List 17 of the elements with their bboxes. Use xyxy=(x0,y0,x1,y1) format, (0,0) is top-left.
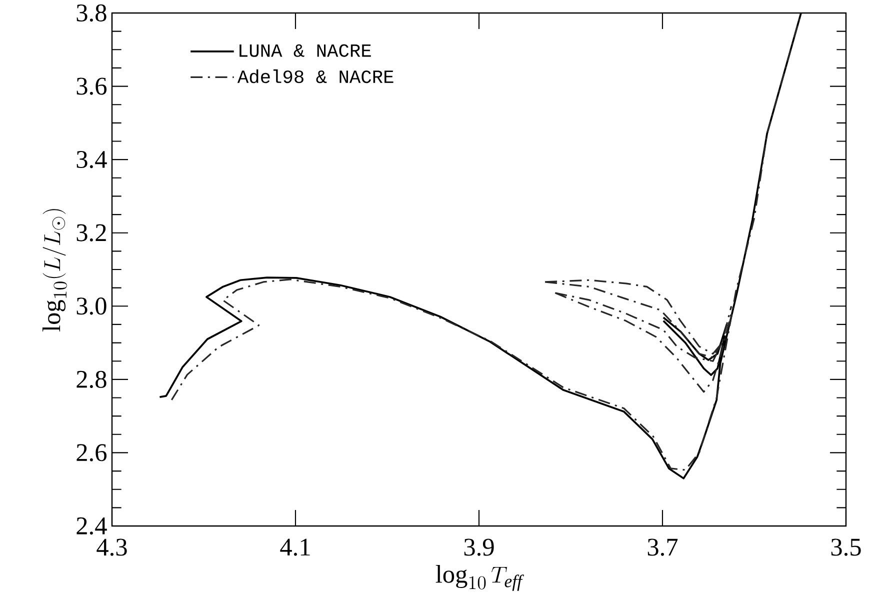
y-tick-label: 2.4 xyxy=(76,517,107,535)
x-axis-title: $\log_{10}T_{\mathit{eff}}$ xyxy=(436,565,524,591)
legend-label: LUNA & NACRE xyxy=(240,44,371,57)
x-tick-label: 3.5 xyxy=(831,538,861,556)
y-tick-label: 2.8 xyxy=(76,370,106,388)
y-axis-title: $\log_{10}(L/L_{\odot})$ xyxy=(42,209,67,332)
y-tick-label: 3.0 xyxy=(76,298,106,315)
y-tick-label: 3.2 xyxy=(76,224,106,242)
y-tick-label: 2.6 xyxy=(76,444,107,462)
x-tick-label: 4.3 xyxy=(96,538,127,556)
y-tick-label: 3.6 xyxy=(76,78,107,95)
y-tick-label: 3.8 xyxy=(76,4,106,22)
y-tick-label: 3.4 xyxy=(76,151,107,168)
x-tick-label: 3.7 xyxy=(648,538,678,556)
x-tick-label: 4.1 xyxy=(280,538,310,556)
legend-label: Adel98 & NACRE xyxy=(237,69,394,84)
x-tick-label: 3.9 xyxy=(464,538,494,556)
